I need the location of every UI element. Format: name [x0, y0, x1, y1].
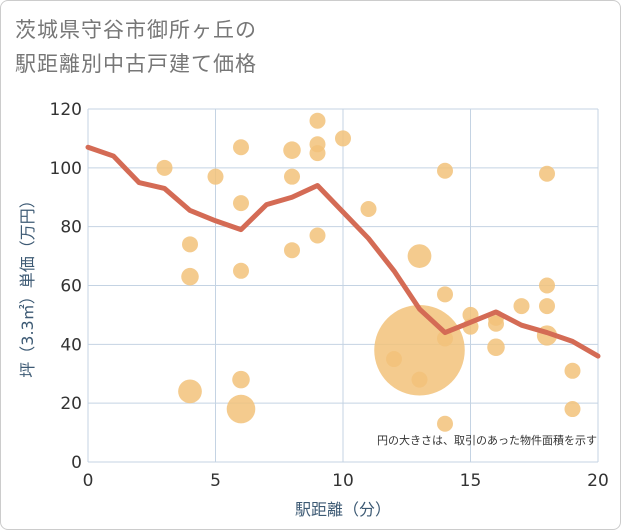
bubble-point — [488, 315, 504, 332]
bubble-point — [437, 415, 453, 432]
trend-line — [85, 144, 601, 359]
y-tick-label: 120 — [50, 100, 82, 120]
bubble-point — [564, 362, 581, 379]
size-note: 円の大きさは、取引のあった物件面積を示す — [377, 433, 597, 447]
bubble-point — [226, 394, 256, 424]
chart-title-line2: 駅距離別中古戸建て価格 — [15, 52, 257, 76]
bubble-point — [181, 267, 199, 286]
bubble-point — [539, 298, 555, 315]
chart-title: 茨城県守谷市御所ヶ丘の 駅距離別中古戸建て価格 — [15, 13, 257, 81]
bubble-point — [284, 242, 300, 259]
bubble-point — [407, 244, 432, 268]
bubble-point — [309, 145, 326, 162]
grid-lines — [87, 108, 599, 463]
trend-line-layer — [85, 144, 601, 359]
bubble-point — [232, 370, 250, 389]
bubble-point — [564, 401, 581, 418]
bubble-point — [487, 338, 505, 357]
bubble-point — [284, 168, 300, 185]
bubble-point — [335, 130, 351, 147]
bubble-point — [182, 236, 198, 253]
bubble-point — [437, 162, 453, 179]
bubble-point — [309, 227, 326, 244]
bubble-layer — [156, 112, 581, 432]
bubble-point — [207, 168, 224, 185]
bubble-point — [539, 165, 555, 182]
y-tick-label: 80 — [60, 218, 82, 238]
bubble-point — [411, 371, 428, 388]
bubble-point — [283, 141, 301, 159]
y-tick-label: 100 — [50, 159, 82, 179]
x-tick-label: 0 — [83, 471, 94, 491]
bubble-point — [437, 286, 453, 303]
bubble-point — [539, 277, 555, 294]
x-tick-label: 15 — [460, 471, 482, 491]
bubble-point — [360, 201, 377, 218]
bubble-point — [513, 298, 530, 315]
y-axis-label: 坪（3.3㎡）単価（万円） — [18, 192, 37, 377]
bubble-point — [156, 159, 173, 176]
bubble-point — [437, 330, 453, 347]
x-tick-label: 10 — [332, 471, 354, 491]
bubble-point — [309, 112, 326, 129]
bubble-point — [233, 262, 249, 279]
x-tick-label: 20 — [587, 471, 609, 491]
axis-ticks: 0 5 10 15 20 0 20 40 60 80 100 120 — [50, 100, 609, 491]
y-tick-label: 40 — [60, 335, 82, 355]
y-tick-label: 0 — [71, 453, 82, 473]
chart-title-line1: 茨城県守谷市御所ヶ丘の — [15, 18, 257, 42]
y-tick-label: 60 — [60, 277, 82, 297]
x-axis-label: 駅距離（分） — [295, 500, 391, 519]
bubble-point — [233, 195, 249, 212]
bubble-point — [233, 139, 249, 156]
y-tick-label: 20 — [60, 394, 82, 414]
x-tick-label: 5 — [210, 471, 221, 491]
bubble-point — [178, 379, 202, 404]
